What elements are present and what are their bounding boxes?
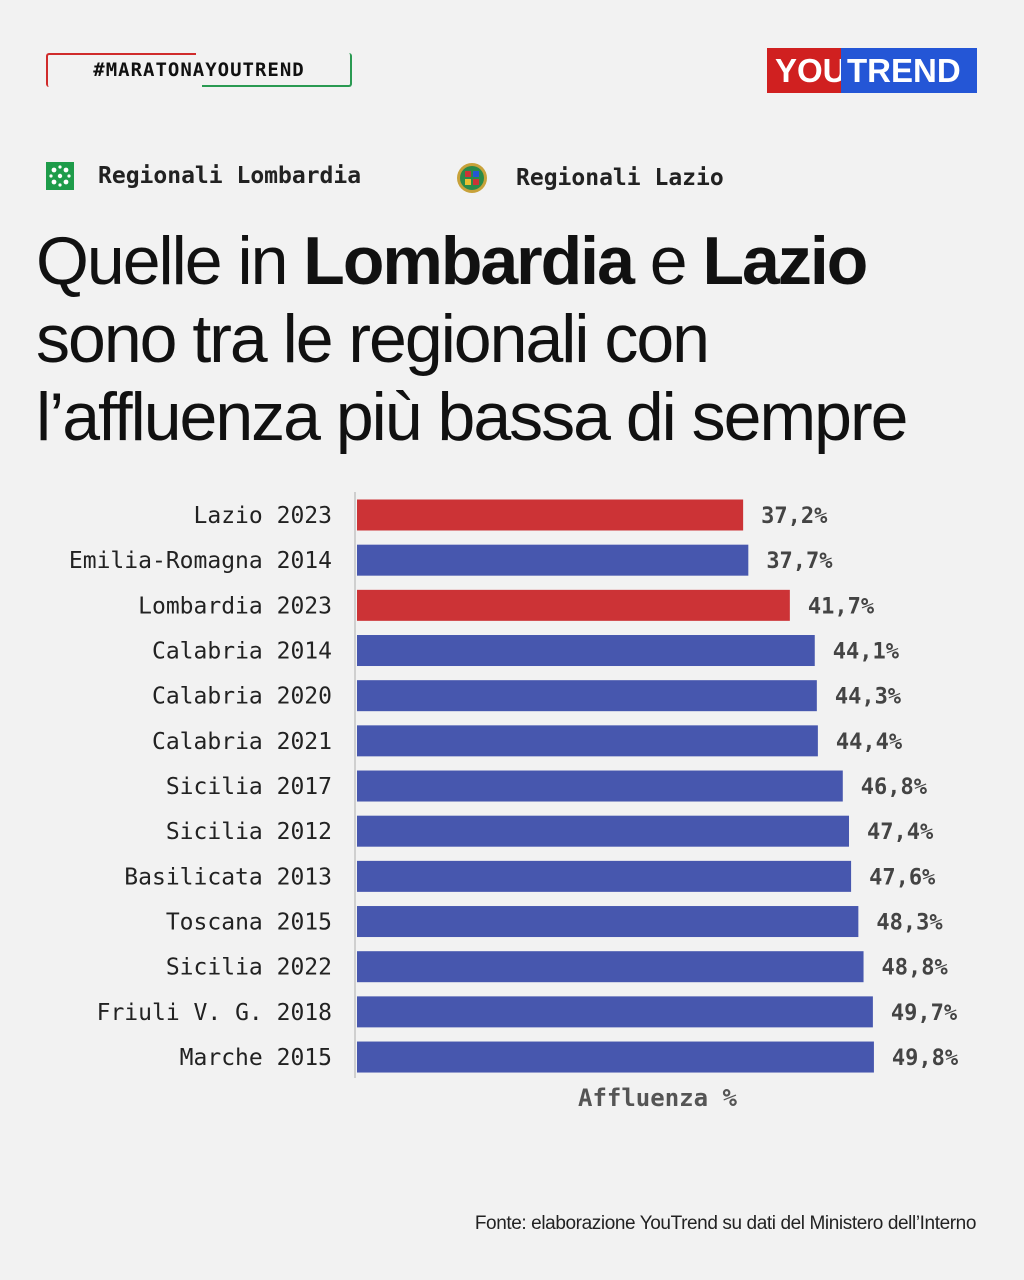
headline-line-1: Quelle in Lombardia e Lazio xyxy=(36,223,868,299)
category-label-4: Calabria 2020 xyxy=(152,684,332,710)
category-label-3: Calabria 2014 xyxy=(152,639,332,665)
hashtag-badge: #MARATONAYOUTREND xyxy=(46,53,352,87)
brand-trend: TREND xyxy=(841,48,977,93)
lazio-emblem-icon xyxy=(456,162,488,194)
bar-7 xyxy=(357,815,850,847)
legend-lazio: Regionali Lazio xyxy=(456,162,724,194)
category-label-8: Basilicata 2013 xyxy=(124,864,332,890)
value-label-2: 41,7% xyxy=(808,594,875,619)
category-label-5: Calabria 2021 xyxy=(152,729,332,755)
lombardia-rosa-camuna-icon xyxy=(46,162,74,190)
category-label-6: Sicilia 2017 xyxy=(166,774,332,800)
value-label-5: 44,4% xyxy=(836,730,903,755)
value-label-7: 47,4% xyxy=(867,820,934,845)
hashtag-text: #MARATONAYOUTREND xyxy=(93,59,305,81)
bar-2 xyxy=(357,589,790,621)
value-label-10: 48,8% xyxy=(882,956,949,981)
legend-lazio-label: Regionali Lazio xyxy=(516,165,724,191)
bar-1 xyxy=(357,544,749,576)
category-label-7: Sicilia 2012 xyxy=(166,819,332,845)
bar-0 xyxy=(357,499,744,531)
category-label-1: Emilia-Romagna 2014 xyxy=(69,548,332,574)
value-label-8: 47,6% xyxy=(869,865,936,890)
value-label-9: 48,3% xyxy=(876,911,943,936)
category-label-9: Toscana 2015 xyxy=(166,910,332,936)
x-axis-title: Affluenza % xyxy=(578,1084,737,1112)
bar-6 xyxy=(357,770,843,802)
value-label-0: 37,2% xyxy=(761,504,828,529)
source-note: Fonte: elaborazione YouTrend su dati del… xyxy=(474,1213,977,1234)
category-label-10: Sicilia 2022 xyxy=(166,955,332,981)
headline-line-3: l’affluenza più bassa di sempre xyxy=(36,379,908,455)
turnout-bar-chart: Lazio 2023 37,2% Emilia-Romagna 2014 37,7% L… xyxy=(69,492,959,1078)
bar-8 xyxy=(357,860,852,892)
category-label-2: Lombardia 2023 xyxy=(138,593,332,619)
value-label-4: 44,3% xyxy=(835,685,902,710)
value-label-12: 49,8% xyxy=(892,1046,959,1071)
value-label-6: 46,8% xyxy=(861,775,928,800)
value-label-3: 44,1% xyxy=(833,640,900,665)
legend-lombardia: Regionali Lombardia xyxy=(46,162,361,190)
legend-lombardia-label: Regionali Lombardia xyxy=(98,163,362,189)
youtrend-logo: YOU TREND xyxy=(767,48,977,93)
bar-11 xyxy=(357,996,873,1028)
brand-you: YOU xyxy=(767,48,847,93)
category-label-0: Lazio 2023 xyxy=(194,503,332,529)
category-label-12: Marche 2015 xyxy=(180,1045,332,1071)
headline: Quelle in Lombardia e Lazio sono tra le … xyxy=(36,222,996,456)
bar-9 xyxy=(357,906,859,938)
value-label-1: 37,7% xyxy=(766,549,833,574)
bar-3 xyxy=(357,635,815,667)
headline-line-2: sono tra le regionali con xyxy=(36,301,710,377)
category-label-11: Friuli V. G. 2018 xyxy=(97,1000,332,1026)
bar-5 xyxy=(357,725,818,757)
bar-10 xyxy=(357,951,864,983)
bar-12 xyxy=(357,1041,874,1073)
value-label-11: 49,7% xyxy=(891,1001,958,1026)
bar-4 xyxy=(357,680,817,712)
